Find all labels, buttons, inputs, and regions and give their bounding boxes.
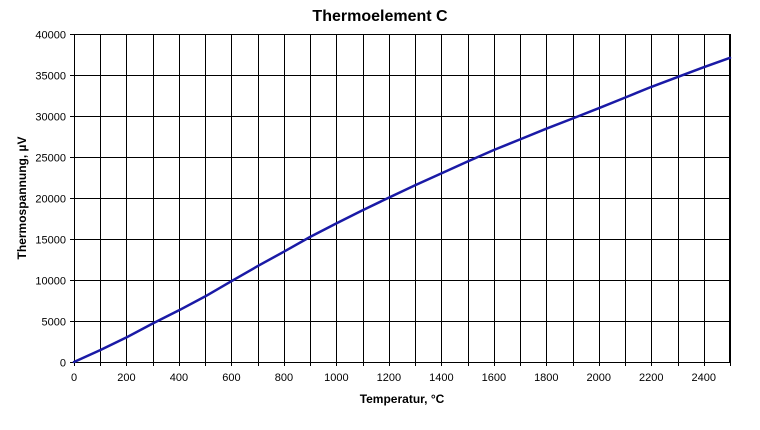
x-tick-label: 1800: [534, 372, 558, 384]
y-tick-label: 0: [60, 358, 66, 370]
y-tick-label: 30000: [35, 112, 66, 124]
x-tick-label: 1600: [482, 372, 506, 384]
x-tick-label: 1200: [377, 372, 401, 384]
y-tick-label: 40000: [35, 30, 66, 42]
plot-border: [74, 34, 730, 363]
x-tick-label: 600: [222, 372, 240, 384]
y-tick-label: 20000: [35, 194, 66, 206]
x-tick-label: 2400: [692, 372, 716, 384]
x-tick-label: 0: [71, 372, 77, 384]
y-tick-label: 35000: [35, 71, 66, 83]
x-tick-label: 400: [170, 372, 188, 384]
y-tick-label: 25000: [35, 153, 66, 165]
x-tick-label: 2200: [639, 372, 663, 384]
x-tick-label: 1000: [324, 372, 348, 384]
y-axis-label: Thermospannung, µV: [15, 136, 29, 260]
x-tick-label: 2000: [587, 372, 611, 384]
y-tick-label: 5000: [42, 317, 66, 329]
chart-title: Thermoelement C: [312, 8, 448, 25]
y-tick-label: 10000: [35, 276, 66, 288]
x-tick-label: 200: [117, 372, 135, 384]
x-tick-label: 1400: [429, 372, 453, 384]
series-line: [72, 56, 732, 364]
x-tick-label: 800: [275, 372, 293, 384]
y-tick-label: 15000: [35, 235, 66, 247]
x-axis-label: Temperatur, °C: [359, 392, 445, 406]
